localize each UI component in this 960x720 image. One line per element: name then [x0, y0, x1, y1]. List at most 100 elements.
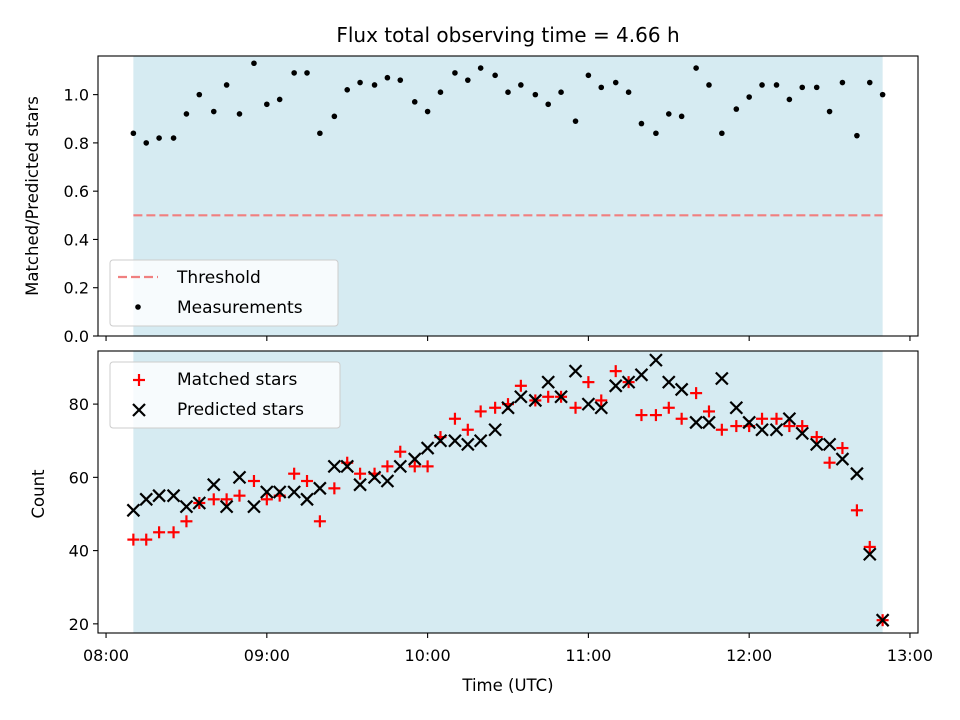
measurement-point	[411, 99, 418, 105]
matched-star-point	[313, 515, 326, 528]
top-legend-box	[109, 259, 339, 327]
matched-star-point	[770, 412, 783, 425]
top-y-tick-label: 0.6	[64, 182, 89, 201]
predicted-star-point	[287, 485, 301, 499]
predicted-star-point	[126, 503, 141, 518]
bottom-y-tick-label: 40	[69, 542, 89, 561]
predicted-star-point	[272, 485, 287, 499]
measurement-point	[612, 79, 619, 86]
top-axes-frame	[97, 55, 919, 337]
predicted-star-point	[433, 433, 448, 448]
matched-star-point	[582, 376, 595, 389]
predicted-star-point	[179, 499, 194, 514]
measurement-point	[733, 106, 740, 112]
matched-star-point	[756, 412, 769, 425]
matched-star-point	[662, 401, 675, 414]
predicted-star-point	[875, 613, 890, 627]
measurement-point	[344, 86, 351, 93]
bottom-axes-frame	[97, 350, 919, 634]
predicted-star-point	[192, 496, 207, 510]
top-x-ticks	[105, 336, 911, 341]
bottom-y-tick-label: 20	[69, 615, 89, 634]
predicted-star-point	[729, 400, 744, 415]
legend-measurement-swatch	[135, 304, 141, 310]
predicted-star-point	[795, 426, 810, 441]
measurement-point	[773, 82, 780, 88]
predicted-star-point	[232, 470, 247, 485]
predicted-star-point	[809, 437, 824, 452]
bottom-legend-box	[109, 361, 341, 429]
measurement-point	[276, 96, 283, 103]
predicted-star-point	[568, 364, 583, 378]
predicted-star-point	[554, 390, 568, 404]
predicted-star-point	[300, 492, 314, 507]
predicted-star-point	[594, 400, 609, 415]
predicted-star-point	[501, 400, 515, 415]
predicted-star-point	[782, 411, 797, 426]
top-y-tick-label: 0.4	[64, 230, 89, 249]
measurement-point	[397, 77, 404, 83]
predicted-star-point	[367, 470, 382, 485]
measurement-point	[532, 91, 539, 98]
predicted-star-point	[634, 368, 649, 382]
legend-predicted-label: Predicted stars	[177, 400, 304, 420]
x-tick-label: 09:00	[244, 646, 290, 665]
measurement-point	[665, 111, 672, 117]
matched-star-point	[167, 526, 180, 539]
measurement-point	[505, 89, 511, 96]
predicted-star-point	[313, 481, 327, 496]
measurement-points	[130, 60, 886, 146]
measurement-point	[264, 101, 270, 108]
predicted-star-point	[649, 353, 663, 367]
predicted-star-point	[850, 466, 864, 481]
top-y-tick-label: 0.2	[64, 279, 89, 298]
top-y-tick-label: 1.0	[64, 86, 89, 105]
measurement-point	[130, 130, 137, 137]
measurement-point	[424, 108, 431, 115]
matched-star-point	[408, 460, 421, 473]
matched-star-point	[675, 412, 688, 425]
predicted-star-point	[835, 452, 850, 466]
measurement-point	[492, 72, 498, 79]
predicted-star-point	[621, 375, 636, 389]
matched-star-point	[260, 493, 273, 506]
matched-star-point	[702, 405, 715, 418]
predicted-star-point	[152, 488, 166, 503]
bottom-y-tick-label: 60	[69, 468, 89, 487]
legend-predicted-swatch	[132, 403, 146, 417]
matched-star-point	[288, 467, 301, 480]
predicted-stars-points	[126, 353, 890, 627]
predicted-star-point	[380, 474, 395, 488]
bottom-y-tick-label: 80	[69, 395, 89, 414]
measurement-point	[518, 82, 524, 88]
predicted-star-point	[488, 422, 502, 437]
x-tick-label: 10:00	[405, 646, 451, 665]
measurement-point	[786, 96, 793, 103]
matched-star-point	[836, 442, 849, 455]
predicted-star-point	[260, 485, 274, 499]
matched-star-point	[514, 379, 527, 392]
matched-star-point	[783, 420, 796, 433]
measurement-point	[170, 135, 177, 141]
x-tick-label: 13:00	[887, 646, 933, 665]
measurement-point	[304, 70, 310, 76]
matched-star-point	[863, 540, 876, 553]
measurement-point	[477, 65, 484, 71]
predicted-star-point	[608, 379, 623, 393]
measurement-point	[317, 130, 323, 137]
measurement-point	[437, 89, 444, 96]
measurement-point	[719, 130, 725, 137]
matched-star-point	[715, 423, 728, 436]
measurement-point	[357, 79, 363, 86]
matched-star-point	[461, 423, 474, 436]
x-tick-label: 11:00	[565, 646, 611, 665]
top-y-axis-label: Matched/Predicted stars	[23, 96, 42, 296]
measurement-point	[813, 84, 820, 91]
matched-star-point	[381, 460, 394, 473]
legend-matched-label: Matched stars	[177, 370, 297, 390]
predicted-star-point	[755, 422, 769, 437]
measurement-point	[371, 82, 378, 88]
measurement-point	[585, 72, 592, 79]
predicted-star-point	[674, 382, 689, 397]
predicted-star-point	[448, 433, 462, 448]
